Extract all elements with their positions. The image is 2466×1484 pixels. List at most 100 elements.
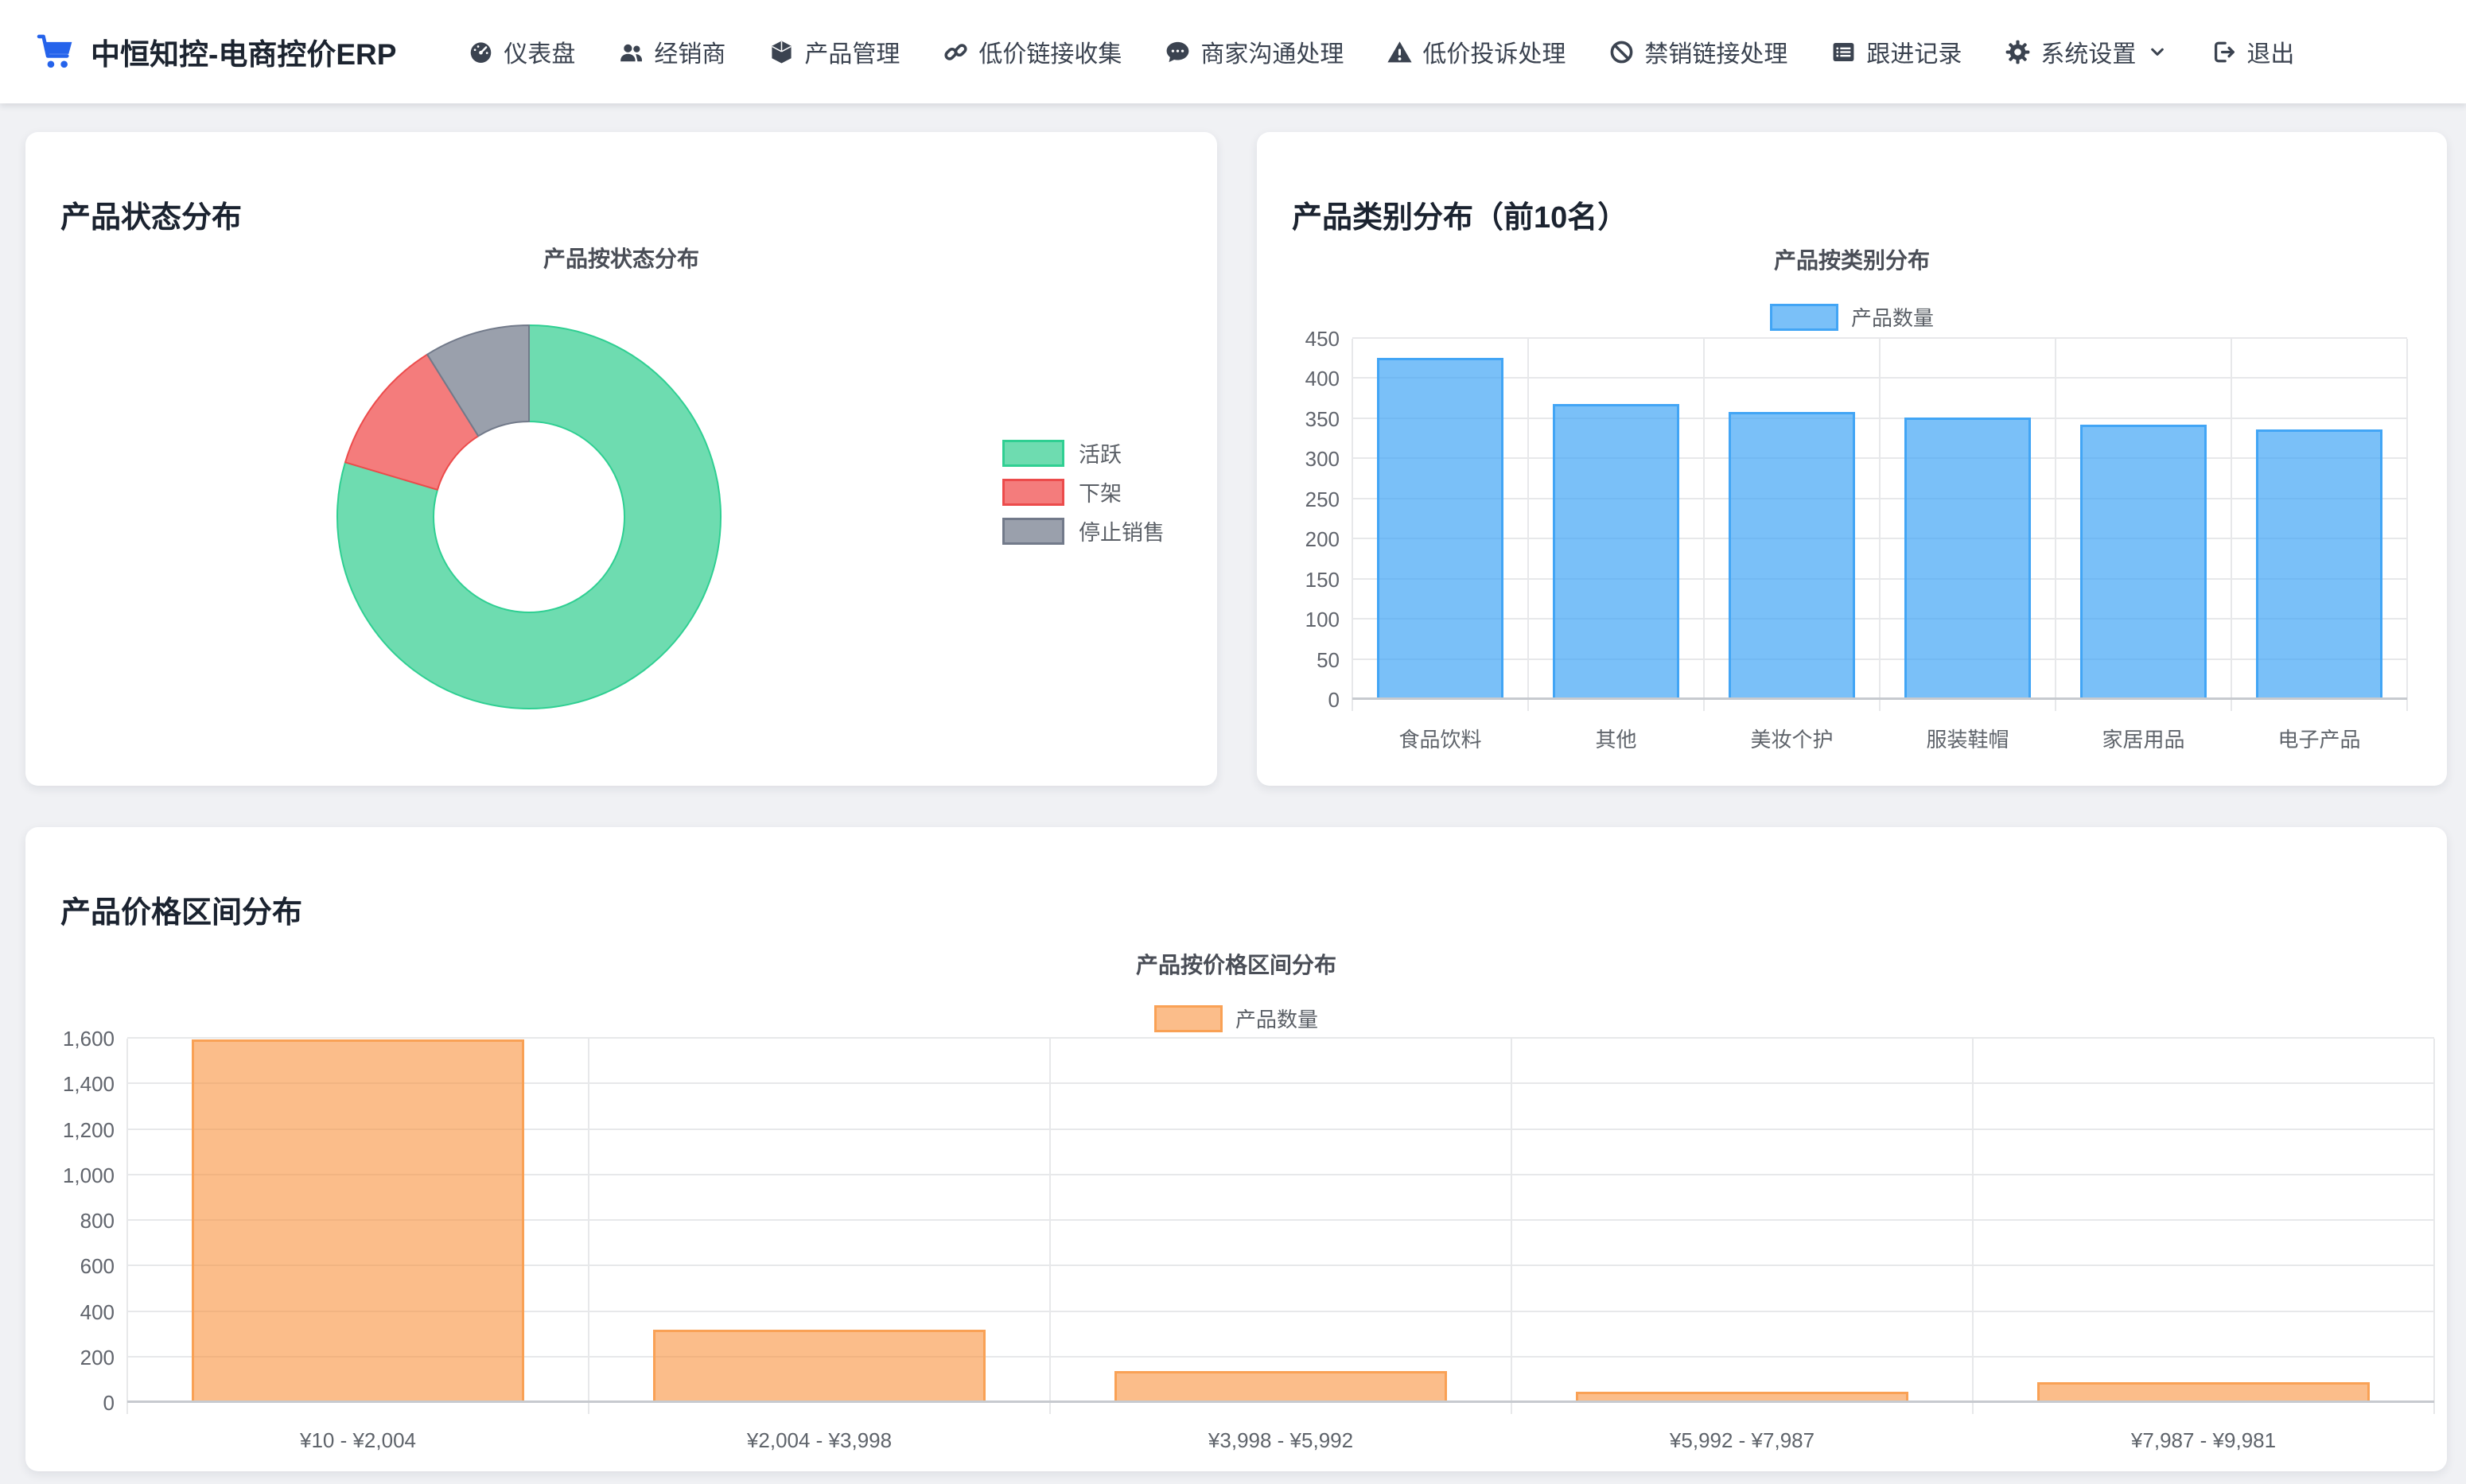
nav-item-label: 退出 bbox=[2246, 41, 2295, 68]
nav-item-label: 跟进记录 bbox=[1866, 41, 1962, 68]
category-x-axis: 食品饮料 其他 美妆个护 服装鞋帽 家居用品 电子产品 bbox=[1352, 724, 2407, 756]
nav-item-logout[interactable]: 退出 bbox=[2211, 34, 2294, 69]
nav-item-label: 低价投诉处理 bbox=[1422, 41, 1566, 68]
category-chart-title: 产品按类别分布 bbox=[1773, 248, 1930, 273]
list-icon bbox=[1830, 39, 1857, 65]
legend-item[interactable]: 活跃 bbox=[1002, 437, 1165, 468]
category-chart-legend[interactable]: 产品数量 bbox=[1257, 302, 2447, 332]
legend-label: 产品数量 bbox=[1235, 1008, 1318, 1031]
donut-slice-活跃 bbox=[336, 324, 722, 709]
price-chart-title: 产品按价格区间分布 bbox=[1135, 953, 1336, 977]
nav-item-label: 商家沟通处理 bbox=[1200, 41, 1344, 68]
card-title-category: 产品类别分布（前10名） bbox=[1292, 200, 1628, 235]
category-y-axis: 0 50 100 150 200 250 300 350 400 450 bbox=[1257, 327, 1340, 712]
y-tick-label: 600 bbox=[80, 1254, 115, 1279]
x-tick-label: 美妆个护 bbox=[1750, 728, 1834, 752]
nav-item-label: 低价链接收集 bbox=[978, 41, 1122, 68]
donut-legend: 活跃 下架 停止销售 bbox=[1002, 437, 1165, 546]
x-tick-label: ¥3,998 - ¥5,992 bbox=[1208, 1428, 1354, 1452]
nav-item-label: 仪表盘 bbox=[504, 41, 576, 68]
nav-item-follow-up-records[interactable]: 跟进记录 bbox=[1830, 34, 1962, 69]
app-title: 中恒知控-电商控价ERP bbox=[91, 38, 397, 71]
bar-¥3,998 - ¥5,992 bbox=[1114, 1370, 1447, 1403]
y-tick-label: 200 bbox=[80, 1345, 115, 1369]
bar-家居用品 bbox=[2079, 425, 2207, 700]
donut-slice-停止销售 bbox=[426, 324, 530, 437]
main-nav: 仪表盘 经销商 产品管理 低价链接收集 商家沟通处理 低价投诉处理 禁销链接处理 跟进记录 系统… bbox=[468, 34, 2294, 69]
nav-item-merchant-communication[interactable]: 商家沟通处理 bbox=[1165, 34, 1344, 69]
brand[interactable]: 中恒知控-电商控价ERP bbox=[35, 30, 396, 73]
y-tick-label: 1,400 bbox=[62, 1072, 115, 1097]
status-donut-chart bbox=[336, 324, 722, 709]
y-tick-label: 50 bbox=[1317, 647, 1340, 672]
x-tick-label: 服装鞋帽 bbox=[1926, 728, 2009, 752]
card-title-status: 产品状态分布 bbox=[60, 200, 243, 235]
bar-电子产品 bbox=[2255, 429, 2382, 700]
nav-item-product-management[interactable]: 产品管理 bbox=[768, 34, 900, 69]
nav-item-label: 禁销链接处理 bbox=[1644, 41, 1788, 68]
x-tick-label: ¥10 - ¥2,004 bbox=[299, 1428, 416, 1452]
y-tick-label: 1,000 bbox=[62, 1163, 115, 1187]
y-tick-label: 300 bbox=[1305, 447, 1340, 472]
gear-icon bbox=[2005, 39, 2031, 65]
legend-swatch bbox=[1002, 478, 1064, 506]
y-tick-label: 1,200 bbox=[62, 1117, 115, 1142]
nav-item-low-price-link-collection[interactable]: 低价链接收集 bbox=[943, 34, 1122, 69]
y-tick-label: 1,600 bbox=[62, 1027, 115, 1051]
nav-item-dealers[interactable]: 经销商 bbox=[618, 34, 725, 69]
legend-item[interactable]: 下架 bbox=[1002, 476, 1165, 507]
legend-swatch bbox=[1002, 517, 1064, 545]
card-category-distribution: 产品类别分布（前10名） 产品按类别分布 产品数量 0 50 100 150 200 25… bbox=[1257, 132, 2447, 786]
y-tick-label: 200 bbox=[1305, 527, 1340, 552]
bar-¥10 - ¥2,004 bbox=[192, 1039, 524, 1403]
x-tick-label: 家居用品 bbox=[2102, 728, 2185, 752]
y-tick-label: 250 bbox=[1305, 487, 1340, 511]
y-tick-label: 350 bbox=[1305, 406, 1340, 431]
donut-chart-title: 产品按状态分布 bbox=[543, 247, 699, 271]
y-tick-label: 450 bbox=[1305, 327, 1340, 351]
chevron-down-icon bbox=[2145, 41, 2168, 62]
legend-swatch bbox=[1002, 439, 1064, 467]
card-title-price: 产品价格区间分布 bbox=[60, 895, 303, 930]
price-chart-legend[interactable]: 产品数量 bbox=[25, 1004, 2447, 1033]
gauge-icon bbox=[468, 39, 494, 65]
price-x-axis: ¥10 - ¥2,004 ¥2,004 - ¥3,998 ¥3,998 - ¥5,9… bbox=[127, 1428, 2434, 1460]
x-tick-label: ¥2,004 - ¥3,998 bbox=[746, 1428, 893, 1452]
legend-swatch bbox=[1769, 303, 1838, 331]
x-tick-label: 食品饮料 bbox=[1398, 728, 1482, 752]
nav-item-label: 产品管理 bbox=[804, 41, 900, 68]
x-tick-label: 电子产品 bbox=[2277, 728, 2361, 752]
nav-item-system-settings[interactable]: 系统设置 bbox=[2005, 34, 2168, 69]
users-icon bbox=[618, 39, 644, 65]
bar-服装鞋帽 bbox=[1904, 417, 2031, 700]
bar-¥2,004 - ¥3,998 bbox=[653, 1330, 986, 1403]
card-product-status: 产品状态分布 产品按状态分布 活跃下架停止销售 bbox=[25, 132, 1217, 786]
nav-item-label: 经销商 bbox=[654, 41, 726, 68]
cube-icon bbox=[768, 39, 795, 65]
y-tick-label: 400 bbox=[1305, 367, 1340, 391]
bar-¥7,987 - ¥9,981 bbox=[2037, 1382, 2370, 1403]
ban-icon bbox=[1608, 39, 1635, 65]
bar-美妆个护 bbox=[1728, 411, 1855, 700]
comment-icon bbox=[1165, 39, 1191, 65]
content: 产品状态分布 产品按状态分布 活跃下架停止销售 产品类别分布（前10名） 产品按… bbox=[0, 132, 2466, 1471]
nav-item-dashboard[interactable]: 仪表盘 bbox=[468, 34, 575, 69]
nav-item-low-price-complaint[interactable]: 低价投诉处理 bbox=[1387, 34, 1566, 69]
y-tick-label: 400 bbox=[80, 1299, 115, 1324]
x-tick-label: ¥5,992 - ¥7,987 bbox=[1669, 1428, 1815, 1452]
logout-icon bbox=[2211, 39, 2237, 65]
legend-item[interactable]: 停止销售 bbox=[1002, 515, 1165, 546]
y-tick-label: 100 bbox=[1305, 608, 1340, 632]
legend-label: 产品数量 bbox=[1850, 306, 1934, 330]
x-tick-label: 其他 bbox=[1595, 728, 1637, 752]
cart-icon bbox=[35, 31, 76, 72]
bar-其他 bbox=[1552, 403, 1679, 700]
category-bar-plot bbox=[1352, 337, 2408, 711]
y-tick-label: 800 bbox=[80, 1209, 115, 1233]
link-icon bbox=[943, 39, 969, 65]
price-bar-plot bbox=[126, 1037, 2435, 1414]
x-tick-label: ¥7,987 - ¥9,981 bbox=[2130, 1428, 2277, 1452]
nav-item-banned-link-handling[interactable]: 禁销链接处理 bbox=[1608, 34, 1787, 69]
nav-item-label: 系统设置 bbox=[2040, 41, 2137, 68]
y-tick-label: 0 bbox=[1328, 688, 1340, 712]
